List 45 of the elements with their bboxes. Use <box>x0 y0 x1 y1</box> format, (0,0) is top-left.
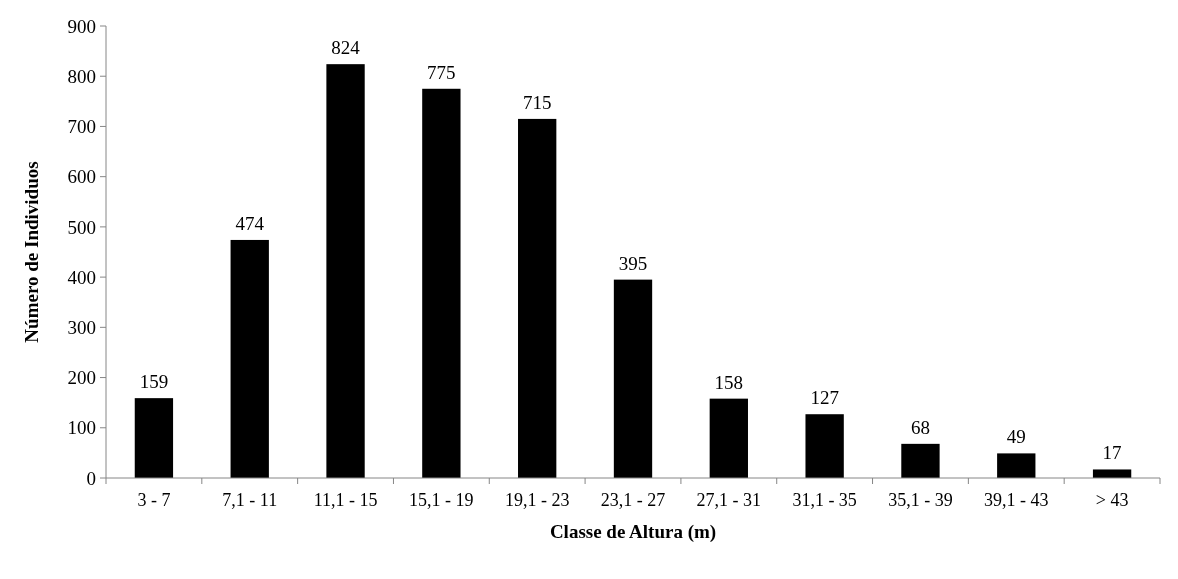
y-tick-label: 400 <box>67 266 96 288</box>
x-tick-label: 7,1 - 11 <box>222 490 278 510</box>
x-tick-label: > 43 <box>1095 490 1129 510</box>
x-tick-label: 39,1 - 43 <box>984 490 1049 510</box>
bar <box>901 443 940 478</box>
data-label: 715 <box>522 91 552 113</box>
bar <box>422 88 461 478</box>
data-label: 158 <box>714 371 744 393</box>
x-axis-title: Classe de Altura (m) <box>549 521 717 543</box>
data-label: 68 <box>910 416 930 438</box>
bar <box>709 398 748 478</box>
data-label: 474 <box>235 212 265 234</box>
x-tick-label: 23,1 - 27 <box>600 490 666 510</box>
x-tick-label: 19,1 - 23 <box>504 490 570 510</box>
bar <box>805 414 844 478</box>
x-tick-label: 31,1 - 35 <box>792 490 857 510</box>
x-tick-label: 35,1 - 39 <box>888 490 953 510</box>
bar <box>1092 469 1132 478</box>
data-label: 824 <box>331 37 361 59</box>
y-tick-label: 0 <box>86 467 96 489</box>
data-label: 395 <box>618 252 648 274</box>
data-label: 49 <box>1006 426 1026 448</box>
x-tick-label: 3 - 7 <box>137 490 171 510</box>
x-tick-label: 11,1 - 15 <box>313 490 378 510</box>
data-label: 159 <box>139 371 169 393</box>
bar <box>518 118 557 478</box>
data-label: 775 <box>427 61 456 83</box>
x-tick-label: 15,1 - 19 <box>409 490 474 510</box>
bar <box>997 453 1036 478</box>
data-label: 17 <box>1102 442 1122 464</box>
y-tick-label: 800 <box>67 65 96 87</box>
y-tick-label: 900 <box>67 15 96 37</box>
bar <box>613 279 653 478</box>
data-label: 127 <box>810 387 839 409</box>
y-axis-title: Número de Individuos <box>21 161 42 343</box>
bar <box>230 239 269 478</box>
y-tick-label: 500 <box>67 216 96 238</box>
y-tick-label: 600 <box>67 166 96 188</box>
bar <box>134 398 174 478</box>
bar <box>326 64 365 478</box>
y-tick-label: 700 <box>67 116 96 138</box>
x-tick-label: 27,1 - 31 <box>696 490 762 510</box>
y-tick-label: 200 <box>67 367 96 389</box>
y-tick-label: 100 <box>67 417 96 439</box>
y-tick-label: 300 <box>67 316 96 338</box>
